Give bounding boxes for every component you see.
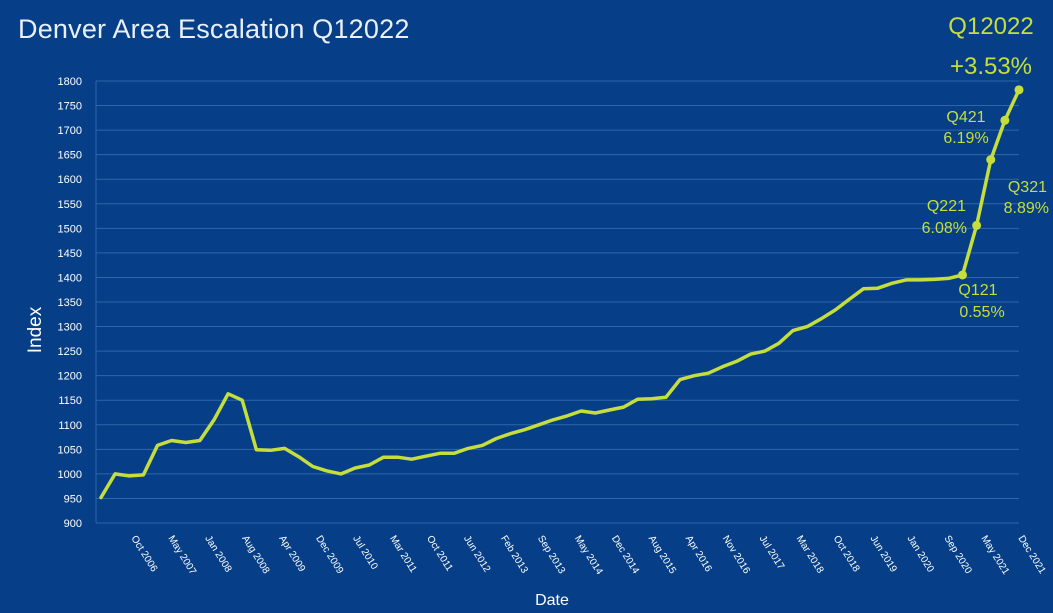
annotation-value: 8.89%: [1004, 200, 1049, 217]
y-tick-label: 1550: [58, 199, 82, 211]
y-tick-label: 1300: [58, 322, 82, 334]
y-tick-label: 1650: [58, 150, 82, 162]
x-tick-label: Sep 2020: [942, 534, 974, 577]
series-group: [99, 85, 1024, 500]
x-tick-label: Apr 2009: [276, 534, 307, 575]
y-tick-label: 1700: [58, 125, 82, 137]
x-tick-label: Aug 2015: [646, 534, 678, 577]
y-tick-label: 1100: [58, 420, 82, 432]
x-tick-label: Jun 2019: [868, 534, 899, 575]
annotation-label: Q421: [946, 109, 985, 126]
data-point-q321: [986, 155, 996, 165]
y-tick-label: 1000: [58, 469, 82, 481]
grid-lines: [95, 80, 1019, 524]
annotation-value: +3.53%: [950, 53, 1032, 80]
x-tick-label: Jan 2008: [202, 534, 233, 575]
x-tick-label: Apr 2016: [683, 534, 714, 575]
annotation-label: Q121: [958, 282, 997, 299]
x-tick-label: Oct 2018: [831, 534, 862, 575]
annotation-label: Q221: [927, 198, 966, 215]
x-tick-label: Dec 2009: [313, 534, 345, 577]
y-tick-label: 1400: [58, 272, 82, 284]
x-tick-label: Mar 2011: [387, 534, 419, 575]
y-tick-label: 950: [64, 493, 82, 505]
x-tick-label: Mar 2018: [794, 534, 826, 576]
data-point-q12022: [1014, 85, 1024, 95]
x-tick-label: Dec 2014: [609, 534, 641, 577]
y-tick-label: 900: [64, 518, 82, 530]
annotation-value: 6.08%: [922, 220, 967, 237]
y-tick-label: 1500: [58, 223, 82, 235]
annotation-value: 0.55%: [959, 304, 1004, 321]
y-tick-label: 1600: [58, 174, 82, 186]
x-tick-label: Jul 2010: [350, 534, 380, 572]
data-point-q121: [958, 270, 968, 280]
data-point-q421: [1000, 115, 1010, 125]
annotation-group: Q12022 +3.53% Q421 6.19% Q321 8.89% Q221 6.08% Q…: [922, 13, 1049, 321]
y-tick-label: 1750: [58, 101, 82, 113]
y-tick-label: 1050: [58, 444, 82, 456]
data-point-q221: [972, 220, 982, 230]
x-tick-label: Oct 2006: [128, 534, 159, 575]
annotation-label: Q12022: [948, 13, 1033, 40]
x-tick-label: Dec 2021: [1015, 534, 1047, 577]
x-tick-label: Jul 2017: [757, 534, 787, 572]
x-tick-label: Feb 2013: [498, 534, 530, 576]
x-tick-label: Aug 2008: [239, 534, 271, 577]
x-tick-label: May 2007: [165, 534, 198, 577]
x-tick-label: Jun 2012: [461, 534, 492, 575]
series-line: [99, 88, 1021, 500]
y-tick-label: 1250: [58, 346, 82, 358]
x-tick-label: Sep 2013: [535, 534, 567, 577]
chart-title: Denver Area Escalation Q12022: [18, 14, 410, 44]
y-tick-label: 1150: [58, 395, 82, 407]
y-tick-label: 1200: [58, 371, 82, 383]
annotation-label: Q321: [1008, 179, 1047, 196]
y-tick-label: 1800: [58, 76, 82, 88]
y-tick-label: 1450: [58, 248, 82, 260]
x-axis-label: Date: [535, 592, 569, 609]
x-tick-label: Nov 2016: [720, 534, 752, 577]
x-tick-label: May 2021: [978, 534, 1011, 577]
annotation-value: 6.19%: [943, 130, 988, 147]
x-tick-label: May 2014: [572, 534, 605, 577]
y-tick-label: 1350: [58, 297, 82, 309]
x-tick-label: Oct 2011: [424, 534, 455, 574]
x-axis-ticks: Oct 2006 May 2007 Jan 2008 Aug 2008 Apr 2009…: [128, 534, 1047, 577]
x-tick-label: Jan 2020: [905, 534, 936, 575]
y-axis-ticks: 900 950 1000 1050 1100 1150 1200 1250 1300 1350 14…: [58, 76, 82, 530]
